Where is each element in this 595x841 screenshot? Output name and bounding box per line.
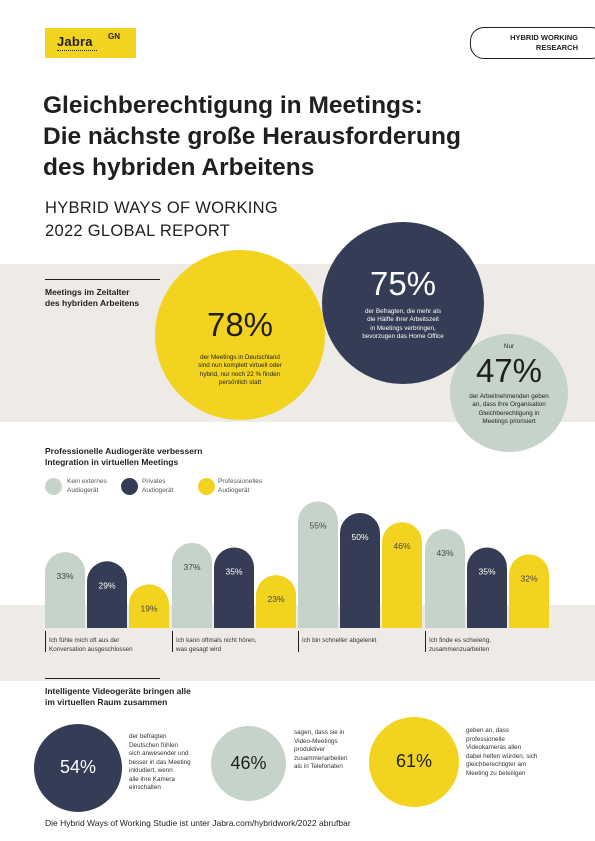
badge-text: HYBRID WORKING RESEARCH [510, 33, 578, 52]
research-badge: HYBRID WORKING RESEARCH [470, 27, 595, 59]
section1-rule [45, 279, 160, 280]
stat-circle-78: 78% der Meetings in Deutschland sind nun… [155, 250, 325, 420]
stat-47-value: 47% [475, 352, 543, 389]
category-divider [45, 631, 46, 652]
bar-value-label: 35% [478, 567, 495, 577]
video-46-value: 46% [230, 753, 267, 773]
logo-superscript: GN [108, 32, 120, 41]
section3-heading: Intelligente Videogeräte bringen alle im… [45, 686, 191, 707]
section2-heading: Professionelle Audiogeräte verbessern In… [45, 446, 203, 467]
category-label: Ich finde es schwierig, zusammenzuarbeit… [429, 637, 491, 653]
legend-swatch-pro-audio [198, 478, 215, 495]
stat-75-caption: der Befragten, die mehr als die Hälfte i… [362, 308, 444, 340]
legend-label-no-audio: Kein externes Audiogerät [67, 478, 107, 494]
video-circle-46: 46% [211, 726, 286, 801]
video-circle-54: 54% [34, 724, 122, 812]
bar-value-label: 23% [267, 594, 284, 604]
stat-78-caption: der Meetings in Deutschland sind nun kom… [198, 354, 282, 386]
video-61-caption: geben an, dass professionelle Videokamer… [466, 727, 538, 777]
bar-value-label: 43% [436, 548, 453, 558]
video-54-caption: der befragten Deutschen fühlen sich anwe… [129, 733, 191, 791]
logo-text: Jabra [57, 34, 93, 49]
category-label: Ich fühle mich oft aus der Konversation … [49, 637, 133, 653]
section1-heading: Meetings im Zeitalter des hybriden Arbei… [45, 287, 140, 308]
jabra-logo: Jabra GN [45, 28, 136, 58]
bar-value-label: 35% [225, 567, 242, 577]
stat-78-value: 78% [206, 306, 274, 343]
legend-label-pro-audio: Professionelles Audiogerät [218, 478, 263, 494]
bar-value-label: 33% [56, 571, 73, 581]
bar-value-label: 46% [393, 541, 410, 551]
section3-rule [45, 678, 160, 679]
category-label: Ich kann oftmals nicht hören, was gesagt… [176, 637, 257, 653]
bar-value-label: 50% [351, 532, 368, 542]
bar-value-label: 37% [183, 562, 200, 572]
legend-swatch-no-audio [45, 478, 62, 495]
stat-47-prefix: Nur [503, 343, 515, 350]
stat-47-caption: der Arbeitnehmenden geben an, dass ihre … [469, 393, 549, 425]
category-label: Ich bin schneller abgelenkt [302, 637, 377, 644]
video-54-value: 54% [59, 757, 97, 777]
footer-note: Die Hybrid Ways of Working Studie ist un… [45, 818, 351, 828]
category-divider [172, 631, 173, 652]
legend-swatch-private-audio [121, 478, 138, 495]
video-46-caption: sagen, dass sie in Video-Meetings produk… [294, 729, 348, 770]
category-divider [425, 631, 426, 652]
page-subtitle: HYBRID WAYS OF WORKING 2022 GLOBAL REPOR… [45, 199, 279, 240]
bar-value-label: 29% [98, 580, 115, 590]
video-circle-61: 61% [369, 717, 459, 807]
logo-dots [57, 50, 97, 51]
bar-value-label: 55% [309, 521, 326, 531]
stat-circle-47: Nur 47% der Arbeitnehmenden geben an, da… [450, 334, 568, 452]
legend-label-private-audio: Privates Audiogerät [142, 478, 174, 494]
stat-75-value: 75% [369, 265, 437, 302]
page-title: Gleichberechtigung in Meetings: Die näch… [43, 92, 461, 181]
bar-value-label: 32% [520, 573, 537, 583]
category-divider [298, 631, 299, 652]
video-61-value: 61% [395, 751, 433, 771]
stat-circle-75: 75% der Befragten, die mehr als die Hälf… [322, 222, 484, 384]
